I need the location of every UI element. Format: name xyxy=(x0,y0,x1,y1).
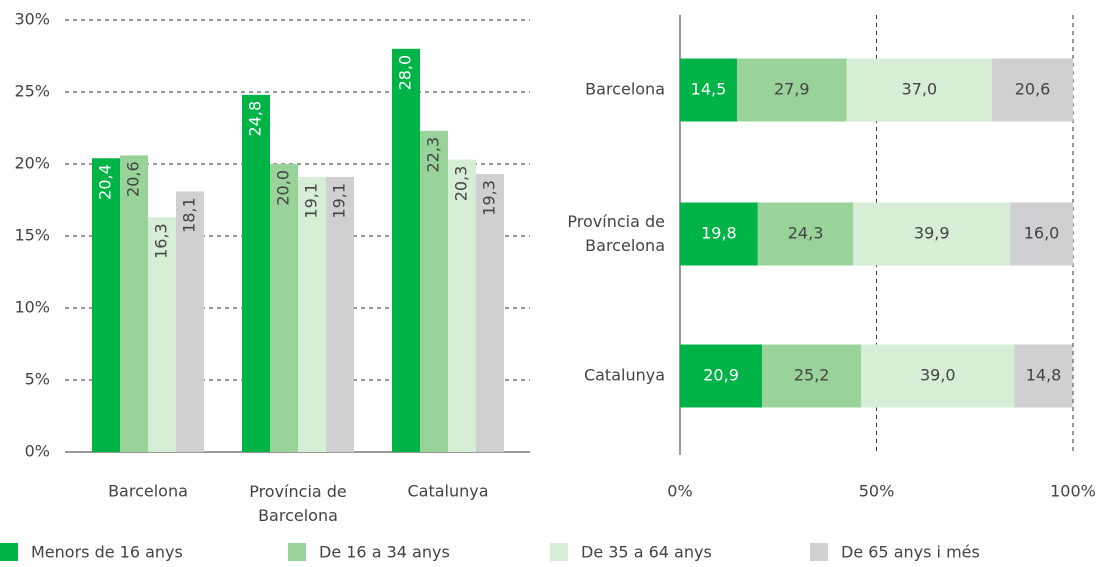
legend-label: De 35 a 64 anys xyxy=(581,543,712,562)
bar-segment xyxy=(680,58,737,122)
bar-segment xyxy=(680,344,763,408)
legend-label: De 16 a 34 anys xyxy=(319,543,450,562)
bar-segment xyxy=(762,344,862,408)
x-tick-label: Catalunya xyxy=(407,482,488,501)
x-tick-label: 100% xyxy=(1050,482,1096,501)
legend-swatch xyxy=(810,543,828,561)
data-label: 39,9 xyxy=(914,224,950,243)
x-tick-label: Província de Barcelona xyxy=(249,482,347,525)
data-label: 20,0 xyxy=(274,170,293,206)
data-label: 20,4 xyxy=(96,164,115,200)
bar-segment xyxy=(1014,344,1073,408)
data-label: 20,6 xyxy=(124,161,143,197)
data-label: 37,0 xyxy=(902,80,938,99)
y-tick-label: 30% xyxy=(14,10,50,29)
bar xyxy=(176,191,204,453)
y-tick-label: 10% xyxy=(14,298,50,317)
bar-segment xyxy=(846,58,993,122)
y-tick-label: Catalunya xyxy=(584,366,665,385)
y-tick-label: Província de Barcelona xyxy=(567,212,665,255)
data-label: 16,0 xyxy=(1024,224,1060,243)
bar xyxy=(476,174,504,452)
data-label: 16,3 xyxy=(152,223,171,259)
bar xyxy=(270,164,298,452)
legend-swatch xyxy=(288,543,306,561)
x-tick-label: 0% xyxy=(667,482,692,501)
bar xyxy=(448,159,476,452)
data-label: 18,1 xyxy=(180,197,199,233)
legend-label: Menors de 16 anys xyxy=(31,543,183,562)
data-label: 14,5 xyxy=(691,80,727,99)
bar xyxy=(298,176,326,452)
bar-segment xyxy=(757,202,854,266)
bar-segment xyxy=(736,58,847,122)
legend-label: De 65 anys i més xyxy=(841,543,980,562)
bar xyxy=(242,94,270,452)
data-label: 39,0 xyxy=(920,366,956,385)
legend-swatch xyxy=(550,543,568,561)
y-tick-label: 0% xyxy=(25,442,50,461)
y-tick-label: 5% xyxy=(25,370,50,389)
bar xyxy=(326,176,354,452)
bar-segment xyxy=(1010,202,1073,266)
x-tick-label: 50% xyxy=(859,482,895,501)
bar-segment xyxy=(992,58,1073,122)
data-label: 19,8 xyxy=(701,224,737,243)
data-label: 19,1 xyxy=(330,183,349,219)
bar xyxy=(148,217,176,452)
data-label: 24,8 xyxy=(246,101,265,137)
data-label: 19,1 xyxy=(302,183,321,219)
y-tick-label: 20% xyxy=(14,154,50,173)
data-label: 22,3 xyxy=(424,137,443,173)
y-tick-label: Barcelona xyxy=(585,80,665,99)
bar-segment xyxy=(861,344,1015,408)
bar-segment xyxy=(680,202,758,266)
bar xyxy=(420,130,448,452)
bar xyxy=(120,155,148,453)
data-label: 14,8 xyxy=(1026,366,1062,385)
data-label: 25,2 xyxy=(794,366,830,385)
x-tick-label: Barcelona xyxy=(108,482,188,501)
bar xyxy=(392,48,420,453)
data-label: 20,3 xyxy=(452,166,471,202)
y-tick-label: 15% xyxy=(14,226,50,245)
data-label: 19,3 xyxy=(480,180,499,216)
data-label: 24,3 xyxy=(788,224,824,243)
y-tick-label: 25% xyxy=(14,82,50,101)
data-label: 20,9 xyxy=(703,366,739,385)
data-label: 28,0 xyxy=(396,55,415,91)
legend-swatch xyxy=(0,543,18,561)
bar xyxy=(92,158,120,453)
data-label: 27,9 xyxy=(774,80,810,99)
bar-segment xyxy=(853,202,1011,266)
data-label: 20,6 xyxy=(1015,80,1051,99)
